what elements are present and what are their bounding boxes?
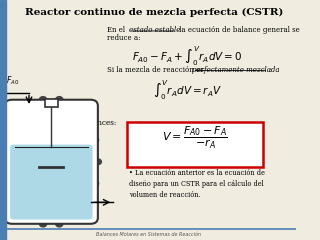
Text: Reactor continuo de mezcla perfecta (CSTR): Reactor continuo de mezcla perfecta (CST… — [25, 8, 284, 17]
Circle shape — [39, 97, 47, 102]
FancyBboxPatch shape — [5, 100, 98, 224]
Text: la ecuación de balance general se: la ecuación de balance general se — [177, 26, 300, 34]
Text: perfectamente mezclada: perfectamente mezclada — [192, 66, 280, 74]
Circle shape — [56, 221, 63, 227]
Text: $F_A, -r_A$: $F_A, -r_A$ — [66, 206, 93, 217]
Text: $V = \dfrac{F_{A0} - F_A}{-r_A}$: $V = \dfrac{F_{A0} - F_A}{-r_A}$ — [162, 125, 228, 151]
Circle shape — [84, 199, 91, 205]
Text: reduce a:: reduce a: — [107, 34, 141, 42]
FancyBboxPatch shape — [10, 144, 92, 220]
Circle shape — [92, 137, 99, 143]
Circle shape — [24, 214, 31, 219]
Text: Balances Molares en Sistemas de Reacción: Balances Molares en Sistemas de Reacción — [96, 232, 201, 237]
Text: estado estable: estado estable — [130, 26, 181, 34]
Circle shape — [56, 97, 63, 102]
Circle shape — [24, 104, 31, 110]
Text: $F_{A0} - F_A + \int_0^V r_A dV = 0$: $F_{A0} - F_A + \int_0^V r_A dV = 0$ — [132, 45, 242, 68]
Text: Si la mezcla de reacción es: Si la mezcla de reacción es — [107, 66, 206, 74]
FancyBboxPatch shape — [126, 122, 262, 167]
Circle shape — [12, 118, 19, 124]
Text: • La ecuación anterior es la ecuación de
diseño para un CSTR para el cálculo del: • La ecuación anterior es la ecuación de… — [130, 169, 265, 199]
Text: $\int_0^V r_A dV = r_A V$: $\int_0^V r_A dV = r_A V$ — [153, 78, 222, 102]
Circle shape — [84, 118, 91, 124]
Circle shape — [71, 104, 78, 110]
Text: $F_{A0}$: $F_{A0}$ — [6, 74, 20, 87]
Circle shape — [39, 221, 47, 227]
Text: Entonces:: Entonces: — [81, 119, 117, 127]
FancyBboxPatch shape — [45, 99, 58, 107]
Text: :: : — [269, 66, 271, 74]
Text: En el: En el — [107, 26, 128, 34]
Circle shape — [94, 159, 101, 165]
Circle shape — [92, 180, 99, 186]
Circle shape — [12, 199, 19, 205]
Circle shape — [71, 214, 78, 219]
